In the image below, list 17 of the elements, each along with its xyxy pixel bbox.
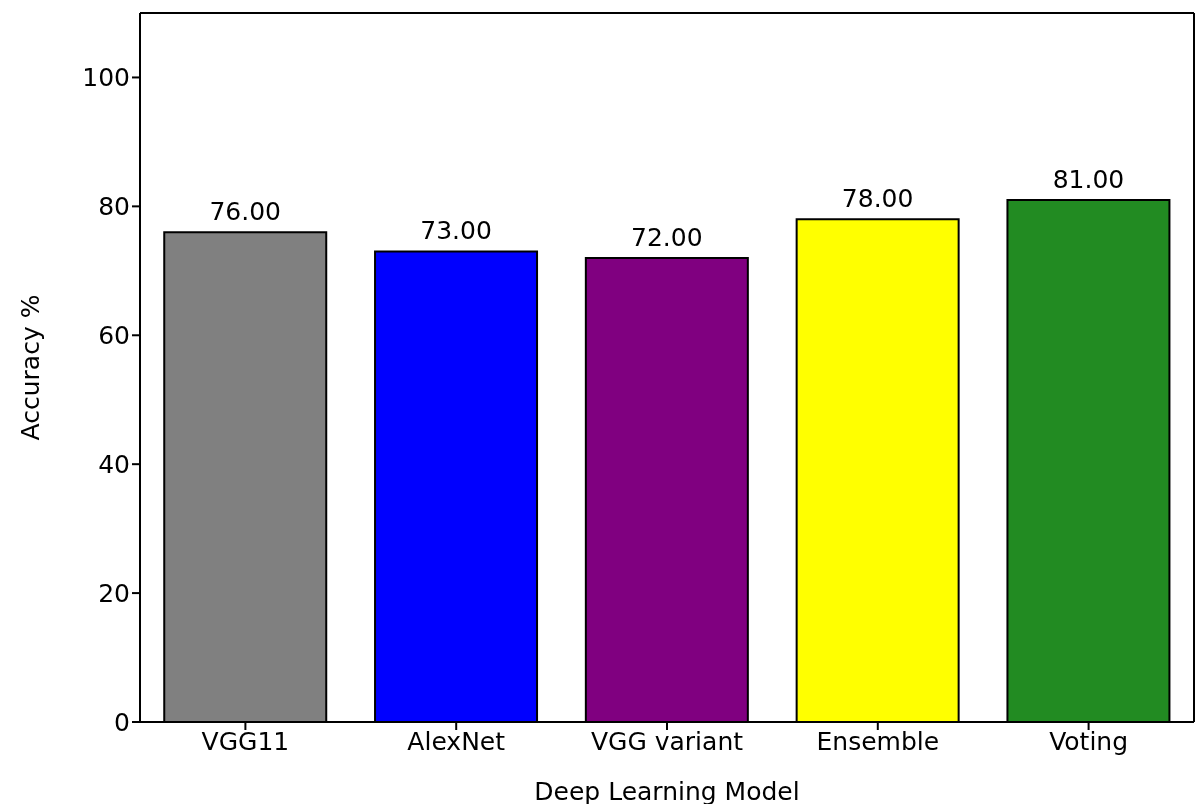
- data-label: 78.00: [841, 184, 914, 214]
- data-label: 72.00: [631, 222, 703, 252]
- y-tick-label: 80: [98, 192, 130, 222]
- data-label: 73.00: [420, 216, 492, 246]
- data-label: 81.00: [1052, 164, 1125, 194]
- x-tick-label: Voting: [1049, 726, 1129, 756]
- x-tick-label: Ensemble: [816, 726, 940, 756]
- y-tick-label: 100: [82, 63, 130, 93]
- y-axis-title: Accuracy %: [15, 294, 45, 441]
- y-tick-label: 40: [98, 450, 130, 480]
- y-tick-label: 0: [114, 707, 130, 737]
- x-tick-label: AlexNet: [407, 726, 506, 756]
- x-tick-label: VGG11: [201, 726, 290, 756]
- data-label: 76.00: [209, 197, 282, 227]
- y-tick-label: 60: [98, 321, 130, 351]
- y-tick-label: 20: [98, 578, 130, 608]
- x-tick-label: VGG variant: [590, 726, 744, 756]
